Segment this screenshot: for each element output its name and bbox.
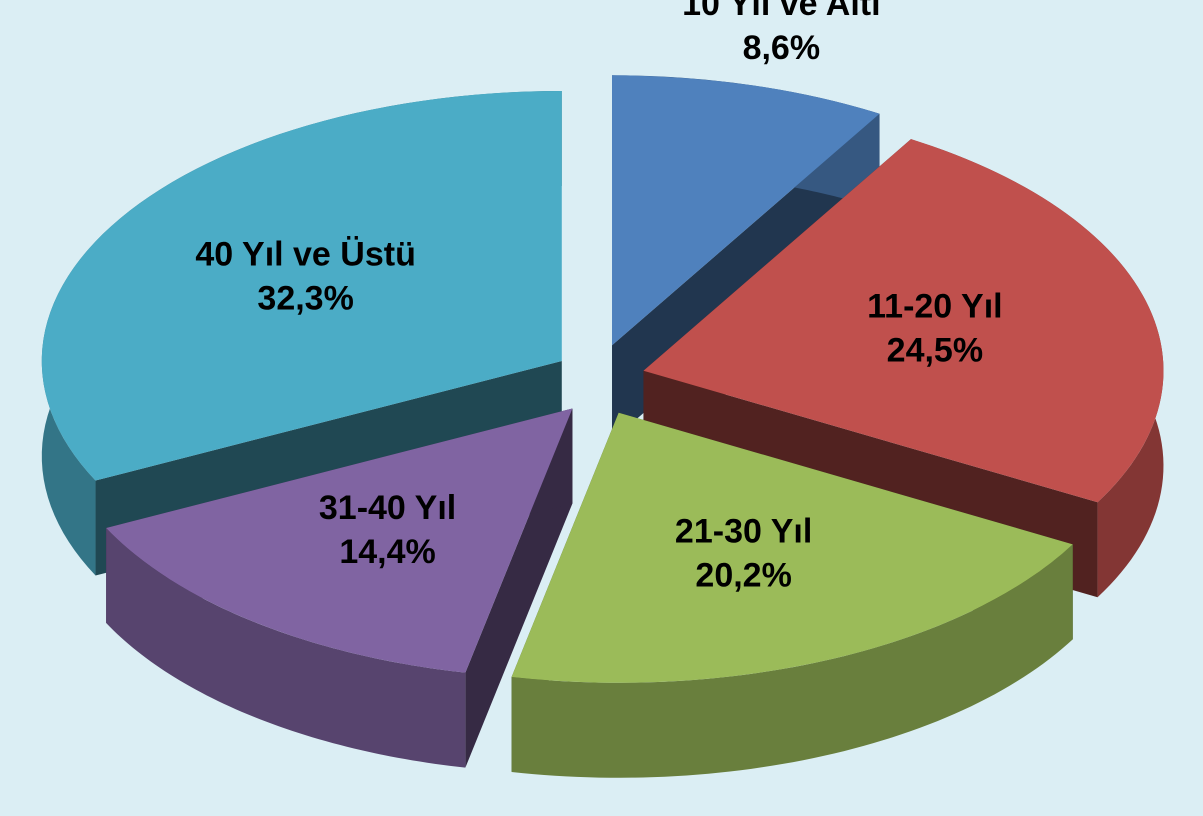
slice-category-label: 10 Yıl ve Altı (682, 0, 880, 23)
slice-category-label: 40 Yıl ve Üstü (195, 235, 416, 273)
slice-wall (511, 544, 1073, 778)
slice-value-label: 32,3% (257, 279, 353, 317)
slice-top (511, 412, 1073, 683)
slice-value-label: 20,2% (695, 556, 791, 594)
pie-slice (511, 412, 1073, 778)
slice-category-label: 11-20 Yıl (867, 287, 1003, 325)
slice-category-label: 31-40 Yıl (319, 489, 456, 527)
slice-wall (106, 527, 466, 768)
slice-value-label: 24,5% (887, 331, 983, 369)
slice-value-label: 8,6% (743, 29, 821, 67)
pie-slice (106, 408, 573, 768)
slice-top (612, 75, 880, 346)
slice-top (106, 408, 573, 673)
slice-top (643, 139, 1164, 503)
slice-category-label: 21-30 Yıl (675, 512, 812, 550)
slice-top (41, 90, 562, 481)
slice-value-label: 14,4% (339, 533, 435, 571)
